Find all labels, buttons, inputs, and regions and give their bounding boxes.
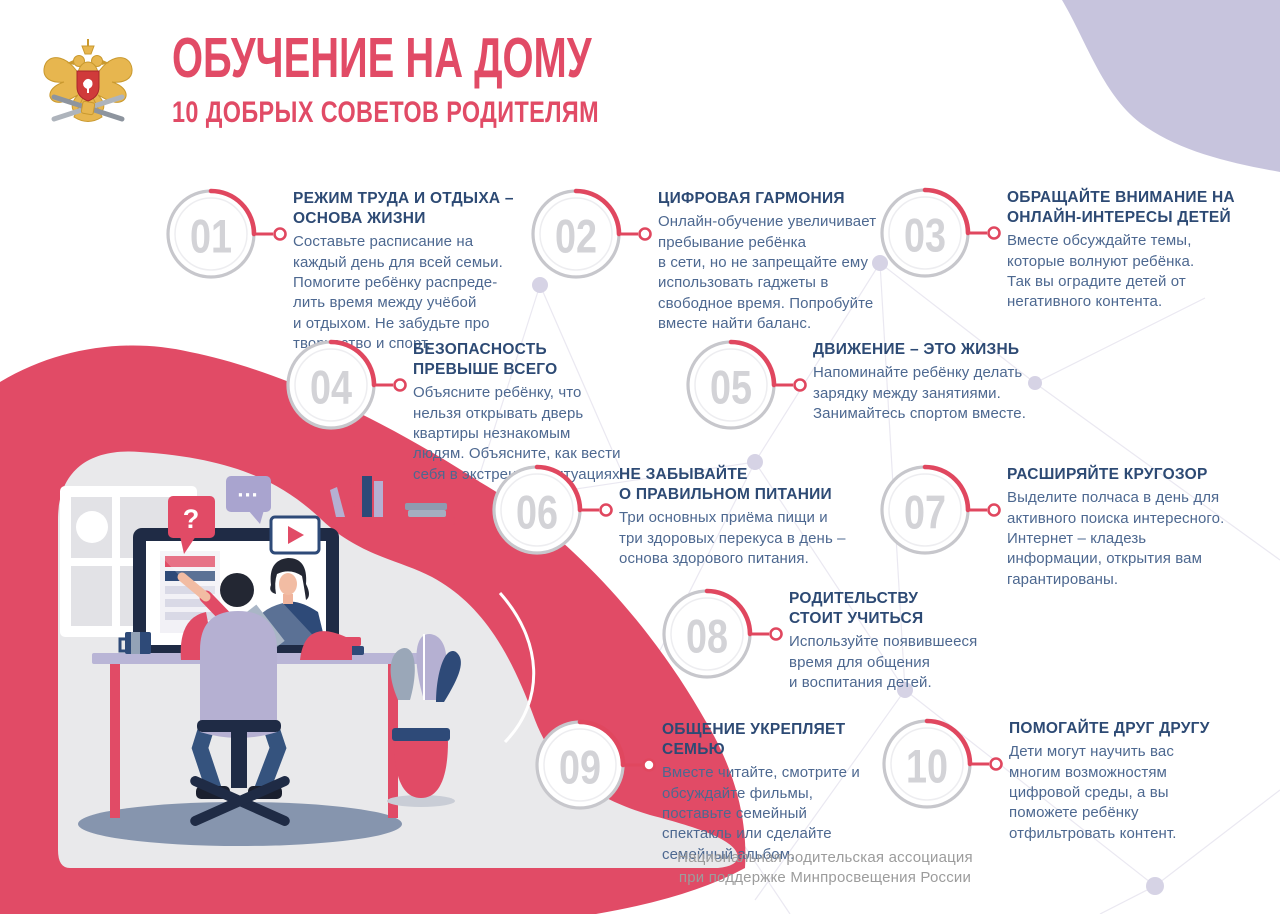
mug: [118, 632, 151, 654]
floor-shadow: [78, 802, 402, 846]
tip-08-title: РОДИТЕЛЬСТВУ СТОИТ УЧИТЬСЯ: [789, 590, 924, 628]
tip-01-number-badge: 01: [166, 188, 287, 279]
tip-07-number: 07: [904, 486, 946, 539]
tip-03-number: 03: [904, 209, 946, 262]
tip-06-number: 06: [516, 486, 558, 539]
tip-03-title: ОБРАЩАЙТЕ ВНИМАНИЕ НА ОНЛАЙН-ИНТЕРЕСЫ ДЕ…: [1007, 189, 1235, 227]
tip-09-body: Вместе читайте, смотрите и обсуждайте фи…: [662, 764, 860, 863]
question-bubble: ?: [168, 496, 215, 554]
tip-09-number: 09: [559, 741, 601, 794]
tip-07-title: РАСШИРЯЙТЕ КРУГОЗОР: [1007, 466, 1208, 483]
tip-06-title: НЕ ЗАБЫВАЙТЕ О ПРАВИЛЬНОМ ПИТАНИИ: [619, 466, 832, 504]
bookshelf: [327, 476, 455, 525]
tip-03-text: ОБРАЩАЙТЕ ВНИМАНИЕ НА ОНЛАЙН-ИНТЕРЕСЫ ДЕ…: [1007, 188, 1279, 313]
tip-05-title: ДВИЖЕНИЕ – ЭТО ЖИЗНЬ: [813, 341, 1020, 358]
tip-05-body: Напоминайте ребёнку делать зарядку между…: [813, 364, 1026, 422]
tip-09-title: ОБЩЕНИЕ УКРЕПЛЯЕТ СЕМЬЮ: [662, 721, 846, 759]
wall-squiggle: [498, 592, 536, 744]
tip-04-title: БЕЗОПАСНОСТЬ ПРЕВЫШЕ ВСЕГО: [413, 341, 558, 379]
network-dots: [532, 255, 1164, 895]
tip-10-title: ПОМОГАЙТЕ ДРУГ ДРУГУ: [1009, 720, 1210, 737]
poster-title: ОБУЧЕНИЕ НА ДОМУ: [172, 26, 592, 90]
tip-06-body: Три основных приёма пищи и три здоровых …: [619, 509, 846, 568]
tip-02-body: Онлайн-обучение увеличивает пребывание р…: [658, 213, 877, 333]
tip-09-text: ОБЩЕНИЕ УКРЕПЛЯЕТ СЕМЬЮ Вместе читайте, …: [662, 720, 934, 865]
tip-06-text: НЕ ЗАБЫВАЙТЕ О ПРАВИЛЬНОМ ПИТАНИИ Три ос…: [619, 465, 891, 569]
tip-10-body: Дети могут научить вас многим возможност…: [1009, 743, 1177, 842]
corner-blob: [1062, 0, 1280, 172]
tip-10-number-badge: 10: [882, 718, 1003, 809]
tip-07-text: РАСШИРЯЙТЕ КРУГОЗОР Выделите полчаса в д…: [1007, 465, 1279, 590]
dots-text: ...: [237, 477, 258, 502]
tip-01-number: 01: [190, 210, 232, 263]
plant: [387, 633, 461, 807]
play-button-icon: [269, 515, 321, 555]
question-mark: ?: [183, 504, 200, 534]
child-at-desk: [177, 572, 352, 826]
tip-08-text: РОДИТЕЛЬСТВУ СТОИТ УЧИТЬСЯ Используйте п…: [789, 589, 1061, 693]
tip-03-number-badge: 03: [880, 187, 1001, 278]
tip-06-number-badge: 06: [492, 464, 613, 555]
tip-05-text: ДВИЖЕНИЕ – ЭТО ЖИЗНЬ Напоминайте ребёнку…: [813, 340, 1085, 424]
tip-02-title: ЦИФРОВАЯ ГАРМОНИЯ: [658, 190, 845, 207]
tip-05-number-badge: 05: [686, 339, 807, 430]
tip-02-number: 02: [555, 210, 597, 263]
tip-07-number-badge: 07: [880, 464, 1001, 555]
tip-07-body: Выделите полчаса в день для активного по…: [1007, 489, 1225, 588]
tip-01-body: Составьте расписание на каждый день для …: [293, 233, 503, 353]
tip-01-title: РЕЖИМ ТРУДА И ОТДЫХА – ОСНОВА ЖИЗНИ: [293, 190, 514, 228]
tip-10-number: 10: [906, 740, 948, 793]
poster-subtitle: 10 ДОБРЫХ СОВЕТОВ РОДИТЕЛЯМ: [172, 96, 600, 129]
tip-02-number-badge: 02: [531, 188, 652, 279]
chair-back: [200, 611, 277, 738]
footer-credit: Национальная родительская ассоциация при…: [677, 849, 973, 887]
tip-02-text: ЦИФРОВАЯ ГАРМОНИЯ Онлайн-обучение увелич…: [658, 189, 930, 334]
ministry-emblem-logo: [43, 39, 133, 122]
tip-04-number: 04: [310, 361, 352, 414]
tip-04-number-badge: 04: [286, 339, 407, 430]
dots-bubble: ...: [226, 476, 271, 524]
tip-10-text: ПОМОГАЙТЕ ДРУГ ДРУГУ Дети могут научить …: [1009, 719, 1280, 844]
tip-09-number-badge: 09: [535, 719, 656, 810]
tip-08-number: 08: [686, 610, 728, 663]
tip-03-body: Вместе обсуждайте темы, которые волнуют …: [1007, 232, 1195, 311]
tip-05-number: 05: [710, 361, 752, 414]
tip-08-body: Используйте появившееся время для общени…: [789, 633, 978, 692]
chair-bar: [197, 720, 281, 732]
tip-01-text: РЕЖИМ ТРУДА И ОТДЫХА – ОСНОВА ЖИЗНИ Сост…: [293, 189, 565, 355]
tip-08-number-badge: 08: [662, 588, 783, 679]
